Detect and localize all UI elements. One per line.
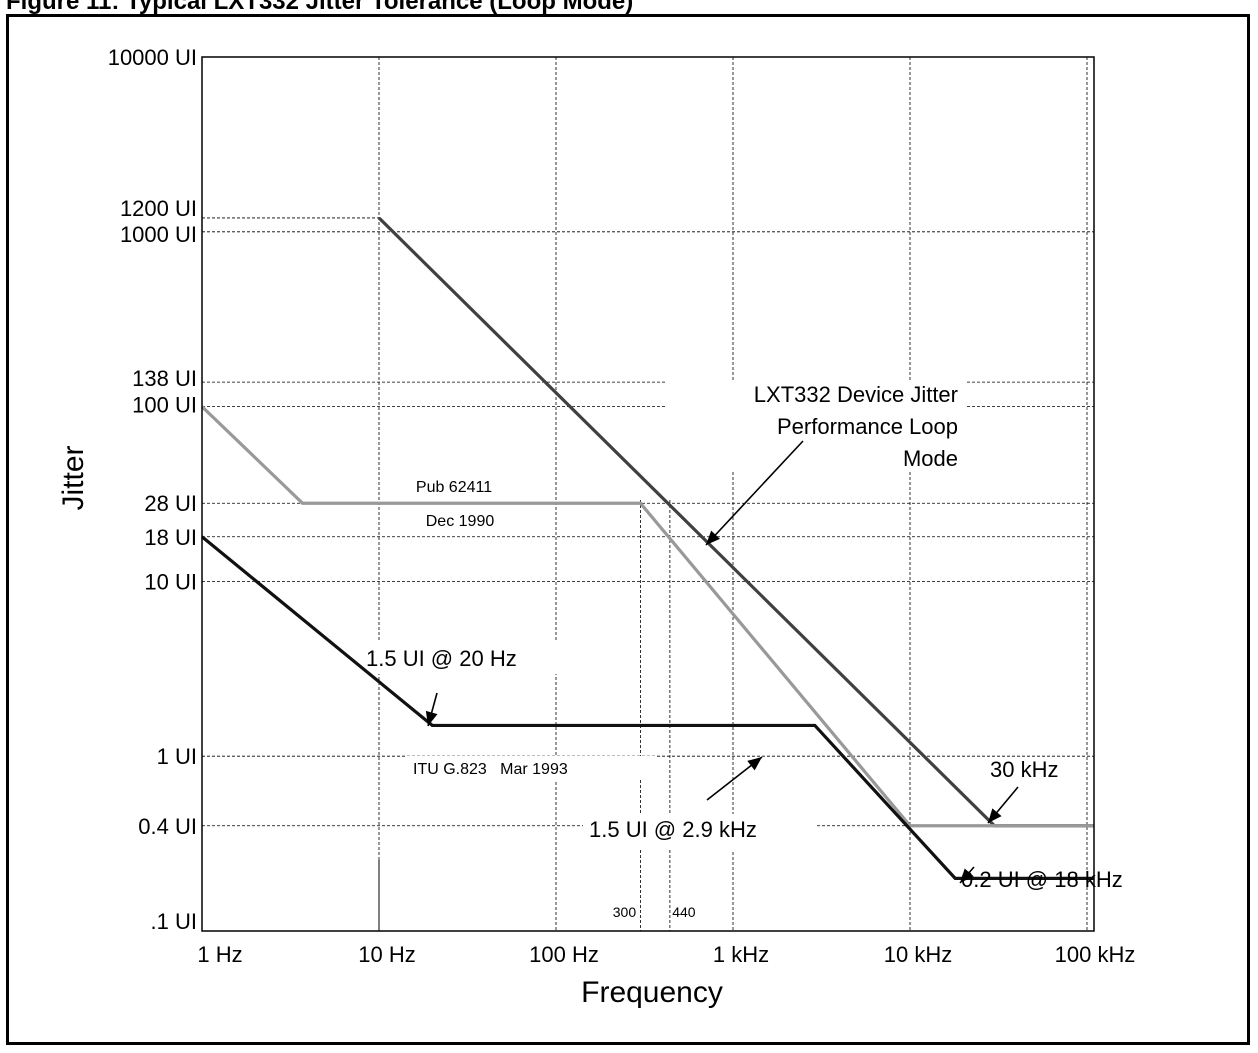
arrow-lxt-shaft [705, 440, 804, 546]
arrow-lxt-head [706, 530, 720, 545]
tick-labels: 1 Hz 10 Hz 100 Hz 1 kHz 10 kHz 100 kHz 10000 U… [108, 45, 1136, 967]
x-tick-label: 1 Hz [197, 942, 242, 967]
label-backdrop [665, 380, 965, 470]
x-tick-label: 100 Hz [529, 942, 599, 967]
x-tick-label: 10 Hz [358, 942, 415, 967]
x-tick-label: 1 kHz [713, 942, 769, 967]
arrow-30khz-head [988, 808, 1002, 823]
y-tick-label: 0.4 UI [138, 814, 197, 839]
annotation-arrows [425, 440, 1019, 884]
grid-lines [202, 57, 1094, 931]
y-tick-label: 1200 UI [120, 196, 197, 221]
y-tick-label: .1 UI [151, 909, 197, 934]
lxt-label-line-1: LXT332 Device Jitter [754, 382, 958, 407]
pub-label-line-1: Pub 62411 [416, 479, 492, 496]
point-label-20hz: 1.5 UI @ 20 Hz [366, 646, 517, 671]
x-tick-label: 10 kHz [884, 942, 952, 967]
figure-caption: Figure 11: Typical LXT332 Jitter Toleran… [6, 0, 634, 15]
y-tick-label: 10000 UI [108, 45, 197, 70]
y-tick-label: 1 UI [157, 744, 197, 769]
y-tick-label: 138 UI [132, 366, 197, 391]
series-line-1 [200, 405, 1094, 828]
arrow-2-9khz-head [747, 757, 762, 771]
lxt-label-line-3: Mode [903, 446, 958, 471]
lxt-label-line-2: Performance Loop [777, 414, 958, 439]
y-tick-label: 1000 UI [120, 222, 197, 247]
reference-line-label: 440 [672, 904, 696, 920]
pub-label-line-2: Dec 1990 [426, 513, 495, 530]
reference-line-label: 300 [613, 904, 637, 920]
y-tick-label: 28 UI [144, 491, 197, 516]
y-axis-label: Jitter [57, 445, 90, 510]
x-tick-label: 100 kHz [1055, 942, 1136, 967]
point-label-30khz: 30 kHz [990, 757, 1058, 782]
label-backdrop [583, 814, 815, 850]
arrow-18khz-head [960, 868, 974, 883]
series-layer [200, 216, 1094, 880]
label-backdrop [356, 640, 572, 674]
arrow-20hz-head [425, 710, 438, 726]
y-tick-label: 100 UI [132, 393, 197, 418]
plot-border [201, 56, 1095, 932]
itu-label: ITU G.823 Mar 1993 [413, 761, 568, 778]
point-label-2-9khz: 1.5 UI @ 2.9 kHz [589, 817, 757, 842]
chart-frame [6, 14, 1250, 1045]
series-line-2 [200, 535, 1094, 880]
point-label-18khz: 0.2 UI @ 18 kHz [961, 867, 1123, 892]
y-tick-label: 10 UI [144, 569, 197, 594]
x-axis-label: Frequency [581, 976, 723, 1009]
y-tick-label: 18 UI [144, 525, 197, 550]
label-backdrop [406, 756, 656, 780]
